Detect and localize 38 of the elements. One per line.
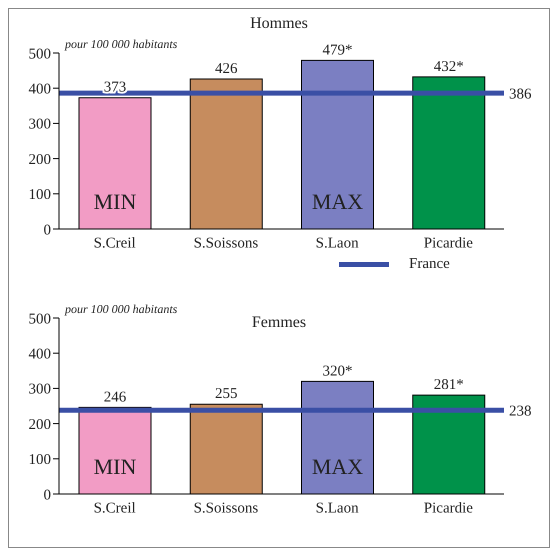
x-tick-label: S.Soissons [194,236,258,252]
y-tick-label: 100 [28,452,51,468]
y-tick-label: 300 [28,382,51,398]
text: pour 100 000 habitants [65,37,178,52]
y-tick-label: 200 [28,416,51,433]
data-label: 479* [322,42,352,58]
annotation: MIN [94,189,136,214]
y-tick-label: 100 [28,187,51,204]
annotation: MAX [312,454,364,479]
data-label: 432* [434,58,464,75]
y-tick-label: 300 [28,116,51,133]
annotation: MIN [94,454,136,479]
text: pour 100 000 habitants [65,302,178,317]
x-tick-label: Picardie [424,500,474,517]
data-label: 255 [215,386,238,402]
x-tick-label: S.Soissons [194,500,258,517]
data-label: 281* [434,377,464,394]
y-tick-label: 200 [28,152,51,168]
x-tick-label: S.Creil [94,500,136,517]
data-label: 426 [215,61,238,78]
y-tick-label: 500 [28,46,51,62]
x-tick-label: S.Creil [94,236,136,252]
x-tick-label: S.Laon [316,500,360,517]
x-tick-label: Picardie [424,236,474,252]
x-tick-label: S.Laon [316,236,360,252]
y-tick-label: 400 [28,346,51,363]
data-label: 320* [322,363,352,380]
chart-title: Femmes [252,314,306,331]
ref-line-label: 386 [509,86,532,102]
y-tick-label: 0 [44,487,51,504]
y-tick-label: 500 [28,311,51,328]
y-tick-label: 400 [28,82,51,98]
data-label: 246 [104,389,127,406]
annotation: MAX [312,189,364,214]
chart-title: Hommes [249,15,309,33]
y-tick-label: 0 [44,222,51,238]
ref-line-label: 238 [509,404,532,420]
text: France [409,256,450,273]
